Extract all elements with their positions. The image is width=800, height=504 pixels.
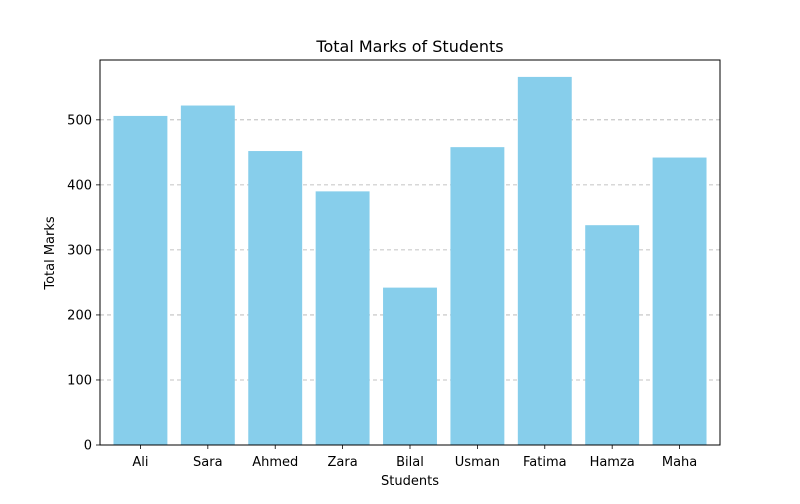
- bar-ahmed: [248, 151, 303, 445]
- chart-title: Total Marks of Students: [315, 37, 503, 56]
- x-tick-label: Fatima: [523, 455, 567, 470]
- y-tick-label: 500: [67, 113, 92, 128]
- bar-sara: [180, 105, 235, 445]
- bars-group: [113, 76, 707, 446]
- y-tick-label: 200: [67, 308, 92, 323]
- bar-ali: [113, 115, 168, 446]
- x-tick-label: Sara: [193, 455, 223, 470]
- y-tick-label: 400: [67, 178, 92, 193]
- x-tick-label: Zara: [328, 455, 358, 470]
- y-tick-label: 300: [67, 243, 92, 258]
- bar-hamza: [585, 225, 640, 445]
- x-tick-label: Usman: [455, 455, 500, 470]
- bar-usman: [450, 147, 505, 445]
- bar-zara: [315, 191, 370, 445]
- x-tick-label: Ali: [132, 455, 148, 470]
- y-axis-label: Total Marks: [43, 216, 58, 291]
- x-tick-label: Maha: [662, 455, 697, 470]
- axes-group: Ali Sara Ahmed Zara Bilal Usman Fatima Hamza Mah…: [67, 59, 721, 470]
- bar-maha: [652, 157, 707, 446]
- y-tick-label: 0: [84, 439, 92, 454]
- x-tick-label: Ahmed: [252, 455, 298, 470]
- bar-bilal: [383, 287, 437, 445]
- bar-fatima: [517, 76, 572, 445]
- y-tick-label: 100: [67, 373, 92, 388]
- x-axis-label: Students: [381, 474, 439, 489]
- x-tick-label: Hamza: [590, 455, 635, 470]
- plot-frame: [99, 59, 721, 446]
- x-tick-label: Bilal: [396, 455, 424, 470]
